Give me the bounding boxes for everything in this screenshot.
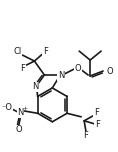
- Text: N: N: [58, 71, 64, 81]
- Text: O: O: [15, 125, 22, 134]
- Text: O: O: [106, 67, 113, 76]
- Text: Cl: Cl: [13, 47, 22, 56]
- Text: F: F: [43, 47, 48, 56]
- Text: ⁻O: ⁻O: [1, 103, 12, 112]
- Text: F: F: [94, 108, 99, 117]
- Text: O: O: [75, 64, 82, 73]
- Text: N: N: [17, 108, 24, 117]
- Text: F: F: [20, 64, 25, 73]
- Text: F: F: [83, 131, 88, 140]
- Text: N: N: [32, 82, 39, 92]
- Text: +: +: [22, 106, 27, 111]
- Text: F: F: [95, 120, 100, 129]
